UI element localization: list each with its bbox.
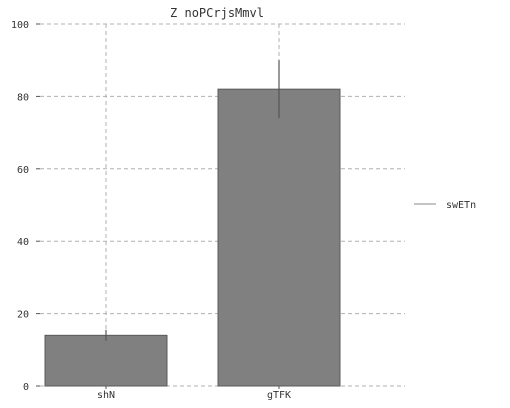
- y-tick-label: 80: [17, 92, 29, 103]
- chart-title: Z noPCrjsMmvl: [170, 6, 264, 20]
- y-tick-label: 100: [11, 20, 29, 31]
- bar: [44, 334, 168, 387]
- y-tick-label: 0: [23, 382, 29, 393]
- bars: [44, 60, 341, 387]
- y-tick-label: 20: [17, 310, 29, 321]
- y-axis-ticks: 0 20 40 60 80 100: [11, 20, 40, 393]
- x-axis-ticks: shN gTFK: [97, 386, 291, 401]
- y-tick-label: 60: [17, 165, 29, 176]
- bar: [217, 88, 341, 387]
- y-tick-label: 40: [17, 237, 29, 248]
- x-tick-label: shN: [97, 390, 115, 401]
- legend-label: swETn: [446, 200, 476, 211]
- legend: swETn: [414, 200, 476, 211]
- x-tick-label: gTFK: [267, 390, 291, 401]
